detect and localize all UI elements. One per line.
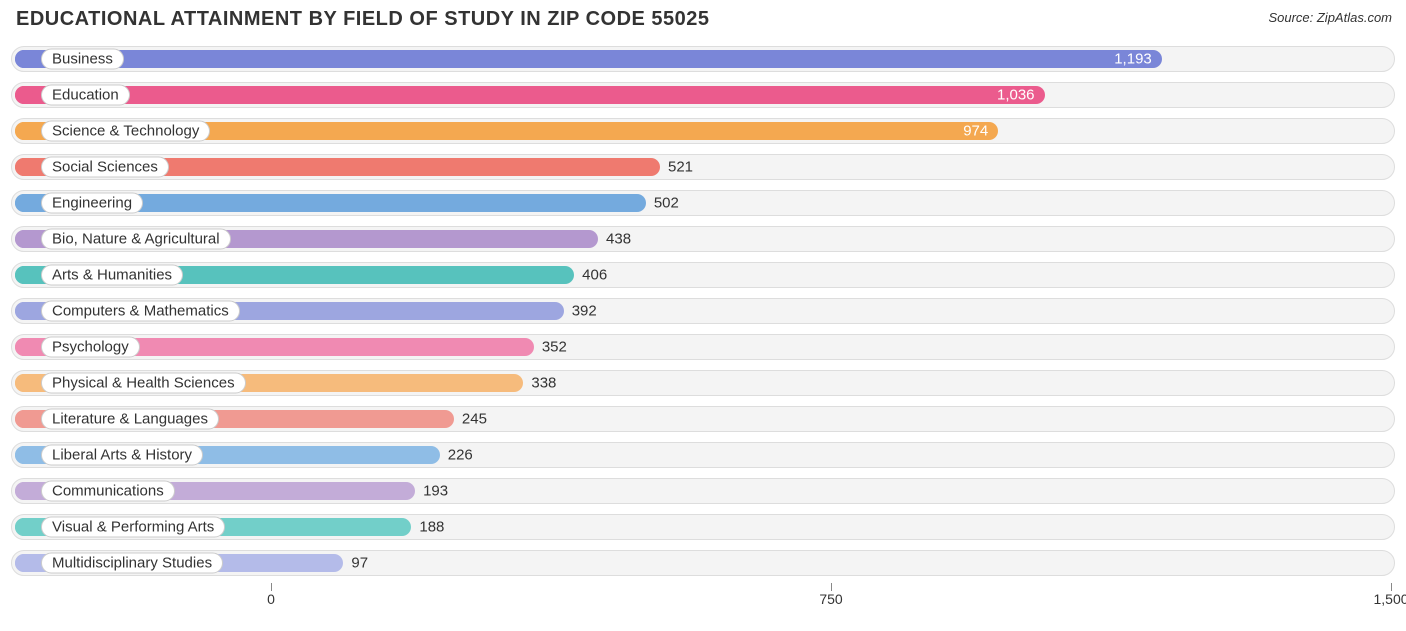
bar-label: Liberal Arts & History xyxy=(41,445,203,466)
bar-value: 352 xyxy=(542,339,567,356)
chart-row: Literature & Languages 245 xyxy=(11,401,1395,437)
bar-value: 245 xyxy=(462,411,487,428)
bar-cap xyxy=(15,50,33,68)
chart-row: Physical & Health Sciences 338 xyxy=(11,365,1395,401)
bar-value: 188 xyxy=(419,519,444,536)
chart-row: Liberal Arts & History 226 xyxy=(11,437,1395,473)
chart-container: EDUCATIONAL ATTAINMENT BY FIELD OF STUDY… xyxy=(0,0,1406,631)
chart-row: Bio, Nature & Agricultural 438 xyxy=(11,221,1395,257)
bar-label: Communications xyxy=(41,481,175,502)
chart-row: Education 1,036 xyxy=(11,77,1395,113)
bar-cap xyxy=(15,86,33,104)
bar-label: Arts & Humanities xyxy=(41,265,183,286)
bar-cap xyxy=(15,266,33,284)
bar-cap xyxy=(15,122,33,140)
bar-label: Education xyxy=(41,85,130,106)
bar-label: Literature & Languages xyxy=(41,409,219,430)
bar-label: Visual & Performing Arts xyxy=(41,517,225,538)
chart-row: Business 1,193 xyxy=(11,41,1395,77)
chart-row: Engineering 502 xyxy=(11,185,1395,221)
bar-label: Social Sciences xyxy=(41,157,169,178)
bar-fill xyxy=(15,50,1162,68)
bar-value: 406 xyxy=(582,267,607,284)
axis-tick xyxy=(271,583,272,591)
bar-value: 1,036 xyxy=(997,87,1035,104)
bar-fill xyxy=(15,86,1045,104)
bar-cap xyxy=(15,230,33,248)
chart-row: Social Sciences 521 xyxy=(11,149,1395,185)
bar-cap xyxy=(15,482,33,500)
chart-row: Visual & Performing Arts 188 xyxy=(11,509,1395,545)
bar-label: Science & Technology xyxy=(41,121,210,142)
bar-value: 438 xyxy=(606,231,631,248)
chart-row: Science & Technology 974 xyxy=(11,113,1395,149)
bar-label: Computers & Mathematics xyxy=(41,301,240,322)
bar-label: Business xyxy=(41,49,124,70)
bar-cap xyxy=(15,338,33,356)
bar-cap xyxy=(15,518,33,536)
bar-value: 1,193 xyxy=(1114,51,1152,68)
bar-cap xyxy=(15,158,33,176)
bar-cap xyxy=(15,446,33,464)
x-axis: 07501,500 xyxy=(11,583,1395,613)
bar-value: 97 xyxy=(351,555,368,572)
bar-label: Engineering xyxy=(41,193,143,214)
bar-label: Bio, Nature & Agricultural xyxy=(41,229,231,250)
axis-tick xyxy=(1391,583,1392,591)
bar-cap xyxy=(15,410,33,428)
chart-row: Multidisciplinary Studies 97 xyxy=(11,545,1395,581)
bar-value: 193 xyxy=(423,483,448,500)
axis-tick xyxy=(831,583,832,591)
bar-label: Physical & Health Sciences xyxy=(41,373,246,394)
chart-row: Arts & Humanities 406 xyxy=(11,257,1395,293)
axis-tick-label: 0 xyxy=(267,591,275,607)
bar-value: 502 xyxy=(654,195,679,212)
chart-row: Psychology 352 xyxy=(11,329,1395,365)
chart-title: EDUCATIONAL ATTAINMENT BY FIELD OF STUDY… xyxy=(16,8,1396,31)
bar-value: 226 xyxy=(448,447,473,464)
bar-value: 338 xyxy=(531,375,556,392)
chart-row: Communications 193 xyxy=(11,473,1395,509)
bar-value: 521 xyxy=(668,159,693,176)
bar-cap xyxy=(15,302,33,320)
chart-source: Source: ZipAtlas.com xyxy=(1268,10,1392,25)
bar-label: Multidisciplinary Studies xyxy=(41,553,223,574)
bar-cap xyxy=(15,554,33,572)
axis-tick-label: 750 xyxy=(819,591,842,607)
axis-tick-label: 1,500 xyxy=(1373,591,1406,607)
bar-value: 392 xyxy=(572,303,597,320)
bar-label: Psychology xyxy=(41,337,140,358)
chart-row: Computers & Mathematics 392 xyxy=(11,293,1395,329)
bar-cap xyxy=(15,194,33,212)
bar-cap xyxy=(15,374,33,392)
bar-value: 974 xyxy=(963,123,988,140)
chart-plot: Business 1,193 Education 1,036 Science & Tec… xyxy=(11,41,1395,613)
